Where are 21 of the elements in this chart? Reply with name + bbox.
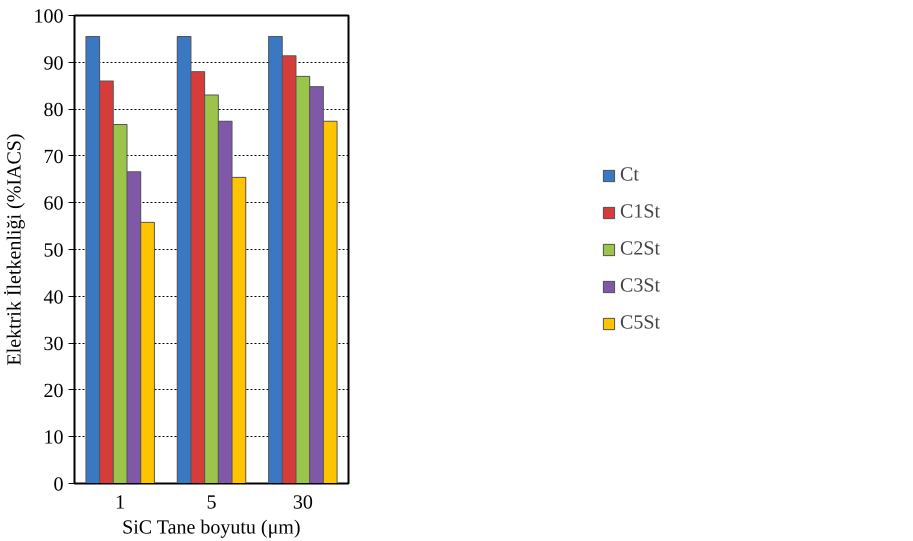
x-tick-label: 1 [115,492,126,514]
legend-label: C1St [620,200,660,224]
y-tick-label: 60 [44,192,64,215]
y-tick-label: 50 [44,240,64,262]
y-tick-label: 90 [44,52,64,74]
y-tick-label: 0 [54,474,64,496]
y-tick-label: 20 [44,380,64,402]
legend-label: C5St [620,312,660,334]
y-tick-label: 70 [44,146,64,168]
y-tick-label: 30 [44,333,64,356]
y-tick-label: 80 [44,99,64,122]
x-axis-title: SiC Tane boyutu (μm) [122,516,301,538]
y-tick-label: 10 [44,426,64,449]
legend-label: C2St [620,238,660,260]
legend-label: C3St [620,274,660,298]
x-tick-label: 30 [292,492,313,514]
legend-label: Ct [620,164,640,186]
y-axis-title: Elektrik İletkenliği (%IACS) [4,133,26,366]
x-tick-label: 5 [206,492,216,514]
y-tick-label: 40 [44,286,64,308]
y-tick-label: 100 [34,6,64,28]
